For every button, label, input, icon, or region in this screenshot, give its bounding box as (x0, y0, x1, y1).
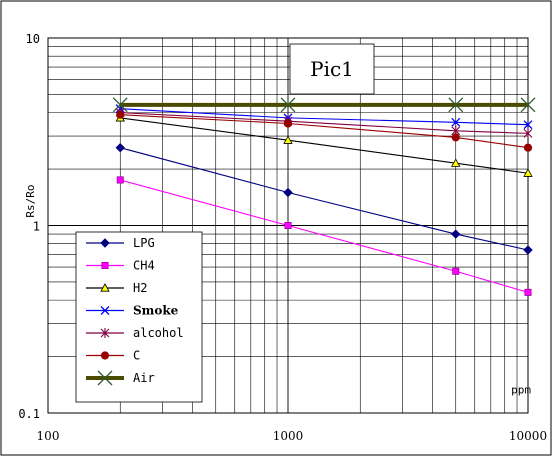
data-point (520, 97, 536, 113)
legend-item-ch4: CH4 (86, 259, 155, 273)
data-point (451, 158, 461, 167)
x-axis-label: ppm (511, 384, 531, 397)
data-point (97, 370, 113, 386)
data-point (100, 238, 110, 248)
data-point (100, 328, 110, 338)
data-point (451, 117, 461, 127)
y-tick-label: 1 (33, 220, 40, 234)
data-point (523, 245, 533, 255)
data-point (283, 119, 293, 128)
legend-item-alcohol: alcohol (86, 326, 184, 340)
data-point (283, 187, 293, 198)
x-tick-label: 10000 (509, 429, 547, 443)
legend-item-air: Air (86, 370, 155, 386)
chart-title: Pic1 (310, 57, 354, 81)
series-line (120, 147, 529, 251)
series-smoke (115, 104, 533, 130)
data-point (100, 283, 110, 292)
legend-label: alcohol (133, 326, 184, 340)
data-point (448, 97, 464, 113)
data-point (115, 142, 125, 153)
series-air (112, 97, 536, 113)
data-point (523, 120, 533, 130)
series-line (120, 114, 529, 149)
legend-label: LPG (133, 236, 155, 250)
series-lpg (115, 142, 533, 255)
data-point (112, 97, 128, 113)
legend-item-h2: H2 (86, 281, 147, 295)
data-point (100, 306, 110, 315)
data-point (452, 267, 460, 275)
series-line (120, 179, 529, 293)
legend-label: CH4 (133, 259, 155, 273)
data-point (523, 128, 533, 139)
legend-item-smoke: Smoke (86, 304, 179, 318)
data-point (523, 143, 533, 152)
data-point (280, 97, 296, 113)
data-point (284, 222, 292, 230)
data-point (523, 168, 533, 177)
data-point (116, 110, 125, 119)
title-box-frame (289, 43, 375, 95)
legend-item-c: C (86, 349, 140, 363)
x-tick-label: 100 (37, 429, 60, 443)
series-line (120, 112, 529, 134)
data-point (283, 135, 293, 144)
data-point (100, 351, 110, 360)
series-ch4 (116, 176, 532, 296)
legend-label: H2 (133, 281, 147, 295)
data-point (451, 133, 460, 142)
data-point (524, 288, 532, 296)
legend: LPG CH4 H2 Smoke alcohol C Air (75, 231, 203, 403)
legend-label: C (133, 349, 140, 363)
data-point (116, 176, 124, 184)
legend-item-lpg: LPG (86, 236, 155, 250)
series-line (120, 117, 529, 174)
y-axis-label: Rs/Ro (24, 184, 37, 217)
data-point (451, 229, 461, 239)
legend-label: Smoke (133, 304, 179, 318)
legend-frame (75, 231, 203, 403)
data-point (101, 261, 109, 269)
title-box: Pic1 (289, 43, 375, 95)
plot-border (47, 37, 529, 414)
legend-label: Air (133, 371, 155, 385)
x-tick-label: 1000 (273, 429, 304, 443)
y-tick-label: 10 (26, 32, 40, 46)
y-tick-label: 0.1 (18, 407, 40, 421)
series-line (120, 108, 529, 126)
series-c (116, 110, 533, 152)
